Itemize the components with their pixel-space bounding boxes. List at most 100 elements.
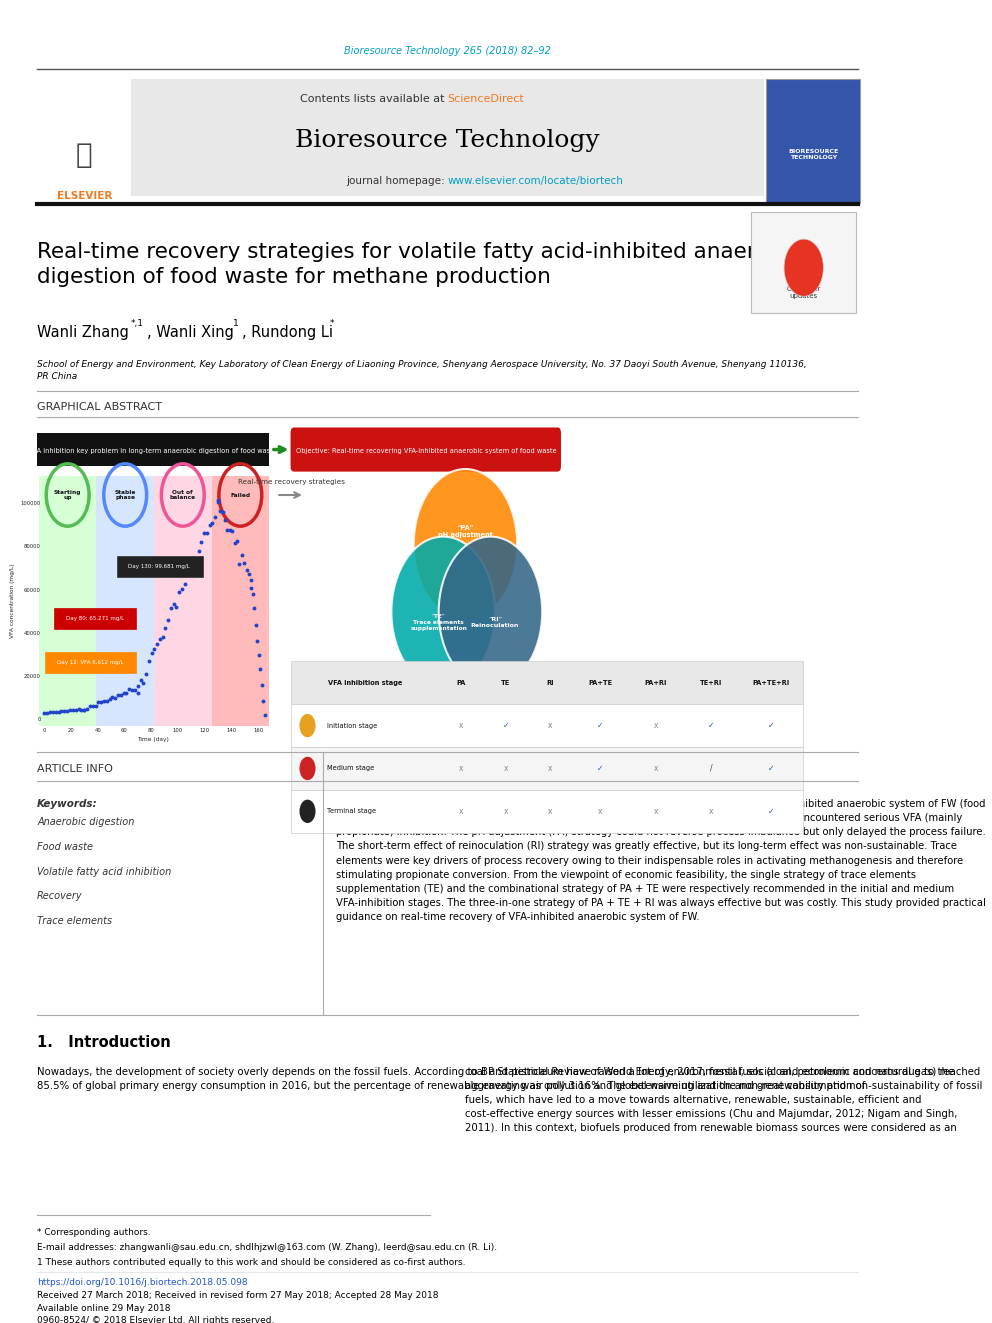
Text: RI: RI	[547, 680, 555, 685]
Text: * Corresponding authors.: * Corresponding authors.	[37, 1228, 151, 1237]
Text: x: x	[654, 807, 658, 816]
FancyBboxPatch shape	[292, 790, 803, 832]
Text: x: x	[548, 807, 553, 816]
Text: x: x	[503, 807, 508, 816]
Text: ScienceDirect: ScienceDirect	[447, 94, 525, 103]
Text: This study investigated effects of real-time recovery strategies on VFA (volatil: This study investigated effects of real-…	[336, 799, 986, 922]
Text: Wanli Zhang: Wanli Zhang	[37, 325, 129, 340]
Text: ✓: ✓	[707, 721, 714, 730]
Text: 40000: 40000	[24, 631, 41, 636]
Text: 🌳: 🌳	[76, 140, 92, 168]
Text: Medium stage: Medium stage	[327, 766, 374, 771]
Text: x: x	[598, 807, 602, 816]
Text: PA+RI: PA+RI	[645, 680, 667, 685]
Text: x: x	[458, 721, 463, 730]
Text: Terminal stage: Terminal stage	[327, 808, 376, 815]
Text: 160: 160	[253, 728, 263, 733]
Text: "PA"
pH adjustment: "PA" pH adjustment	[438, 525, 493, 538]
Text: 60: 60	[121, 728, 128, 733]
FancyBboxPatch shape	[291, 427, 560, 471]
Text: Bioresource Technology: Bioresource Technology	[296, 128, 600, 152]
Text: Time (day): Time (day)	[137, 737, 169, 742]
Text: Received 27 March 2018; Received in revised form 27 May 2018; Accepted 28 May 20: Received 27 March 2018; Received in revi…	[37, 1291, 438, 1301]
Text: 100000: 100000	[21, 501, 41, 507]
FancyBboxPatch shape	[37, 433, 269, 467]
Text: Failed: Failed	[230, 492, 250, 497]
Text: x: x	[548, 763, 553, 773]
Text: ✓: ✓	[503, 721, 509, 730]
Text: 80000: 80000	[24, 544, 41, 549]
Text: TE+RI: TE+RI	[699, 680, 722, 685]
Text: , Wanli Xing: , Wanli Xing	[147, 325, 234, 340]
Text: 100: 100	[173, 728, 183, 733]
Text: 1 These authors contributed equally to this work and should be considered as co-: 1 These authors contributed equally to t…	[37, 1258, 465, 1266]
Text: ✓: ✓	[768, 763, 774, 773]
Text: 80: 80	[148, 728, 155, 733]
Text: 0: 0	[38, 717, 41, 722]
FancyBboxPatch shape	[131, 79, 765, 196]
Text: https://doi.org/10.1016/j.biortech.2018.05.098: https://doi.org/10.1016/j.biortech.2018.…	[37, 1278, 248, 1287]
Text: "TE"
Trace elements
supplementation: "TE" Trace elements supplementation	[411, 614, 467, 631]
Text: Food waste: Food waste	[37, 841, 93, 852]
Text: x: x	[458, 763, 463, 773]
Text: Available online 29 May 2018: Available online 29 May 2018	[37, 1304, 171, 1314]
Text: x: x	[458, 807, 463, 816]
Text: Day 130: 99,681 mg/L: Day 130: 99,681 mg/L	[129, 564, 190, 569]
Text: 1.   Introduction: 1. Introduction	[37, 1036, 171, 1050]
Text: coal and petroleum have raised a lot of environmental, social and economic conce: coal and petroleum have raised a lot of …	[465, 1066, 983, 1132]
FancyBboxPatch shape	[766, 79, 860, 202]
Text: x: x	[708, 807, 713, 816]
FancyBboxPatch shape	[37, 79, 131, 202]
FancyBboxPatch shape	[116, 556, 203, 577]
Text: Starting
up: Starting up	[54, 490, 81, 500]
Circle shape	[300, 714, 315, 737]
Text: VFA inhibition stage: VFA inhibition stage	[328, 680, 403, 685]
Text: *,1: *,1	[131, 319, 144, 328]
Text: Check for
updates: Check for updates	[787, 286, 820, 299]
FancyBboxPatch shape	[154, 475, 211, 726]
Circle shape	[300, 757, 315, 781]
Text: x: x	[548, 721, 553, 730]
Text: x: x	[654, 721, 658, 730]
Text: Volatile fatty acid inhibition: Volatile fatty acid inhibition	[37, 867, 172, 877]
Text: 20: 20	[67, 728, 74, 733]
Text: VFA inhibition key problem in long-term anaerobic digestion of food waste: VFA inhibition key problem in long-term …	[29, 448, 277, 454]
Text: 140: 140	[226, 728, 236, 733]
Text: Out of
balance: Out of balance	[170, 490, 195, 500]
Text: Keywords:: Keywords:	[37, 799, 98, 808]
Text: ABSTRACT: ABSTRACT	[336, 765, 394, 774]
Text: ✓: ✓	[597, 721, 603, 730]
Text: Day 12: VFA 6,612 mg/L: Day 12: VFA 6,612 mg/L	[58, 660, 124, 665]
Text: x: x	[654, 763, 658, 773]
Text: ✓: ✓	[768, 807, 774, 816]
Circle shape	[392, 537, 495, 687]
Text: PA+TE: PA+TE	[588, 680, 612, 685]
Text: "RI"
Reinoculation: "RI" Reinoculation	[471, 617, 519, 627]
Text: 60000: 60000	[24, 587, 41, 593]
Text: 120: 120	[199, 728, 209, 733]
Text: *: *	[329, 319, 334, 328]
FancyBboxPatch shape	[292, 662, 803, 704]
Text: journal homepage:: journal homepage:	[346, 176, 447, 185]
FancyBboxPatch shape	[292, 704, 803, 747]
Text: 40: 40	[94, 728, 101, 733]
Text: Initiation stage: Initiation stage	[327, 722, 377, 729]
FancyBboxPatch shape	[39, 475, 96, 726]
FancyBboxPatch shape	[54, 609, 136, 628]
FancyBboxPatch shape	[211, 475, 269, 726]
Text: TE: TE	[501, 680, 510, 685]
Text: www.elsevier.com/locate/biortech: www.elsevier.com/locate/biortech	[447, 176, 624, 185]
Text: 20000: 20000	[24, 673, 41, 679]
Text: Real-time recovery strategies: Real-time recovery strategies	[238, 479, 345, 486]
Text: ✓: ✓	[597, 763, 603, 773]
Text: 0: 0	[43, 728, 46, 733]
Text: Day 80: 65,271 mg/L: Day 80: 65,271 mg/L	[66, 617, 124, 620]
Text: BIORESOURCE
TECHNOLOGY: BIORESOURCE TECHNOLOGY	[789, 149, 838, 160]
Text: Real-time recovery strategies for volatile fatty acid-inhibited anaerobic
digest: Real-time recovery strategies for volati…	[37, 242, 800, 287]
FancyBboxPatch shape	[45, 652, 136, 673]
Text: School of Energy and Environment, Key Laboratory of Clean Energy of Liaoning Pro: School of Energy and Environment, Key La…	[37, 360, 806, 381]
Text: PA: PA	[456, 680, 465, 685]
Text: Trace elements: Trace elements	[37, 916, 112, 926]
Text: Recovery: Recovery	[37, 892, 82, 901]
Text: Anaerobic digestion: Anaerobic digestion	[37, 818, 135, 827]
